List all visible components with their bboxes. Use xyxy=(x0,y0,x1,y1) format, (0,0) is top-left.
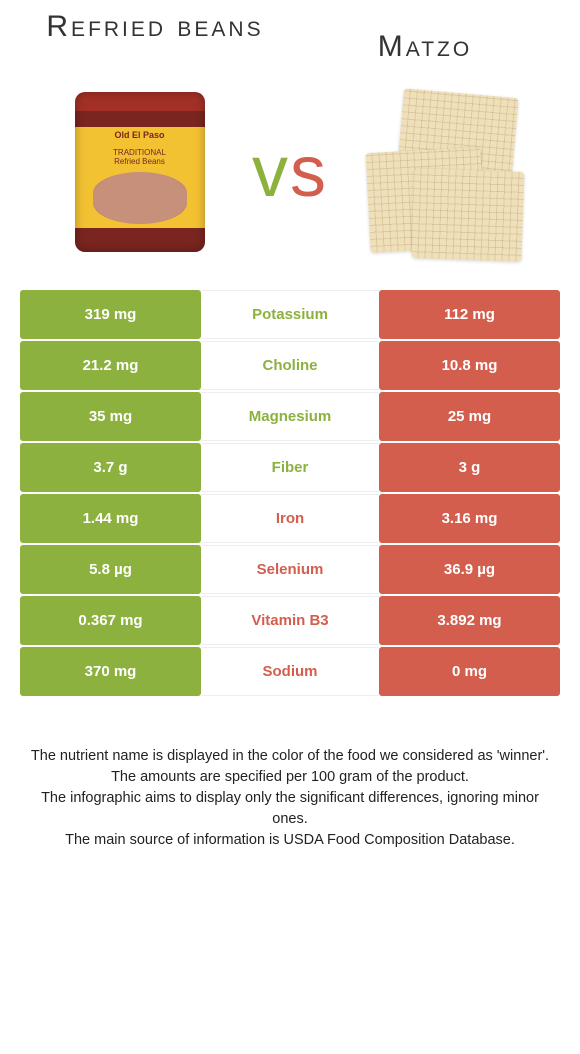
infographic: Refried beans Matzo Old El Paso TRADITIO… xyxy=(0,0,580,851)
left-value: 1.44 mg xyxy=(20,494,201,543)
left-value: 35 mg xyxy=(20,392,201,441)
header: Refried beans Matzo xyxy=(0,0,580,65)
left-value: 21.2 mg xyxy=(20,341,201,390)
nutrient-name: Sodium xyxy=(201,647,379,696)
left-value: 3.7 g xyxy=(20,443,201,492)
nutrient-name: Choline xyxy=(201,341,379,390)
vs-label: vs xyxy=(252,131,328,213)
nutrient-name: Potassium xyxy=(201,290,379,339)
nutrient-name: Magnesium xyxy=(201,392,379,441)
matzo-crackers-icon xyxy=(353,85,528,260)
images-row: Old El Paso TRADITIONALRefried Beans vs xyxy=(20,85,560,260)
nutrient-row: 5.8 µgSelenium36.9 µg xyxy=(20,545,560,594)
can-sub-text: TRADITIONALRefried Beans xyxy=(75,148,205,166)
left-value: 370 mg xyxy=(20,647,201,696)
nutrient-row: 370 mgSodium0 mg xyxy=(20,647,560,696)
footer-notes: The nutrient name is displayed in the co… xyxy=(24,746,556,851)
nutrient-name: Vitamin B3 xyxy=(201,596,379,645)
right-food-image xyxy=(353,85,528,260)
footer-line: The amounts are specified per 100 gram o… xyxy=(24,767,556,788)
right-value: 3.892 mg xyxy=(379,596,560,645)
right-value: 10.8 mg xyxy=(379,341,560,390)
nutrient-table: 319 mgPotassium112 mg21.2 mgCholine10.8 … xyxy=(20,290,560,696)
right-food-title: Matzo xyxy=(290,30,560,65)
vs-s: s xyxy=(290,132,328,212)
nutrient-name: Fiber xyxy=(201,443,379,492)
nutrient-row: 319 mgPotassium112 mg xyxy=(20,290,560,339)
vs-v: v xyxy=(252,132,290,212)
can-brand-text: Old El Paso xyxy=(75,130,205,140)
nutrient-name: Selenium xyxy=(201,545,379,594)
left-value: 0.367 mg xyxy=(20,596,201,645)
footer-line: The main source of information is USDA F… xyxy=(24,830,556,851)
left-title-col: Refried beans xyxy=(20,10,290,45)
footer-line: The nutrient name is displayed in the co… xyxy=(24,746,556,767)
right-title-col: Matzo xyxy=(290,10,560,65)
nutrient-row: 3.7 gFiber3 g xyxy=(20,443,560,492)
nutrient-row: 35 mgMagnesium25 mg xyxy=(20,392,560,441)
footer-line: The infographic aims to display only the… xyxy=(24,788,556,830)
refried-beans-can-icon: Old El Paso TRADITIONALRefried Beans xyxy=(75,92,205,252)
nutrient-row: 0.367 mgVitamin B33.892 mg xyxy=(20,596,560,645)
nutrient-row: 1.44 mgIron3.16 mg xyxy=(20,494,560,543)
left-food-title: Refried beans xyxy=(20,10,290,45)
right-value: 3.16 mg xyxy=(379,494,560,543)
right-value: 36.9 µg xyxy=(379,545,560,594)
left-value: 319 mg xyxy=(20,290,201,339)
right-value: 25 mg xyxy=(379,392,560,441)
right-value: 0 mg xyxy=(379,647,560,696)
nutrient-row: 21.2 mgCholine10.8 mg xyxy=(20,341,560,390)
right-value: 112 mg xyxy=(379,290,560,339)
left-value: 5.8 µg xyxy=(20,545,201,594)
left-food-image: Old El Paso TRADITIONALRefried Beans xyxy=(52,85,227,260)
right-value: 3 g xyxy=(379,443,560,492)
nutrient-name: Iron xyxy=(201,494,379,543)
